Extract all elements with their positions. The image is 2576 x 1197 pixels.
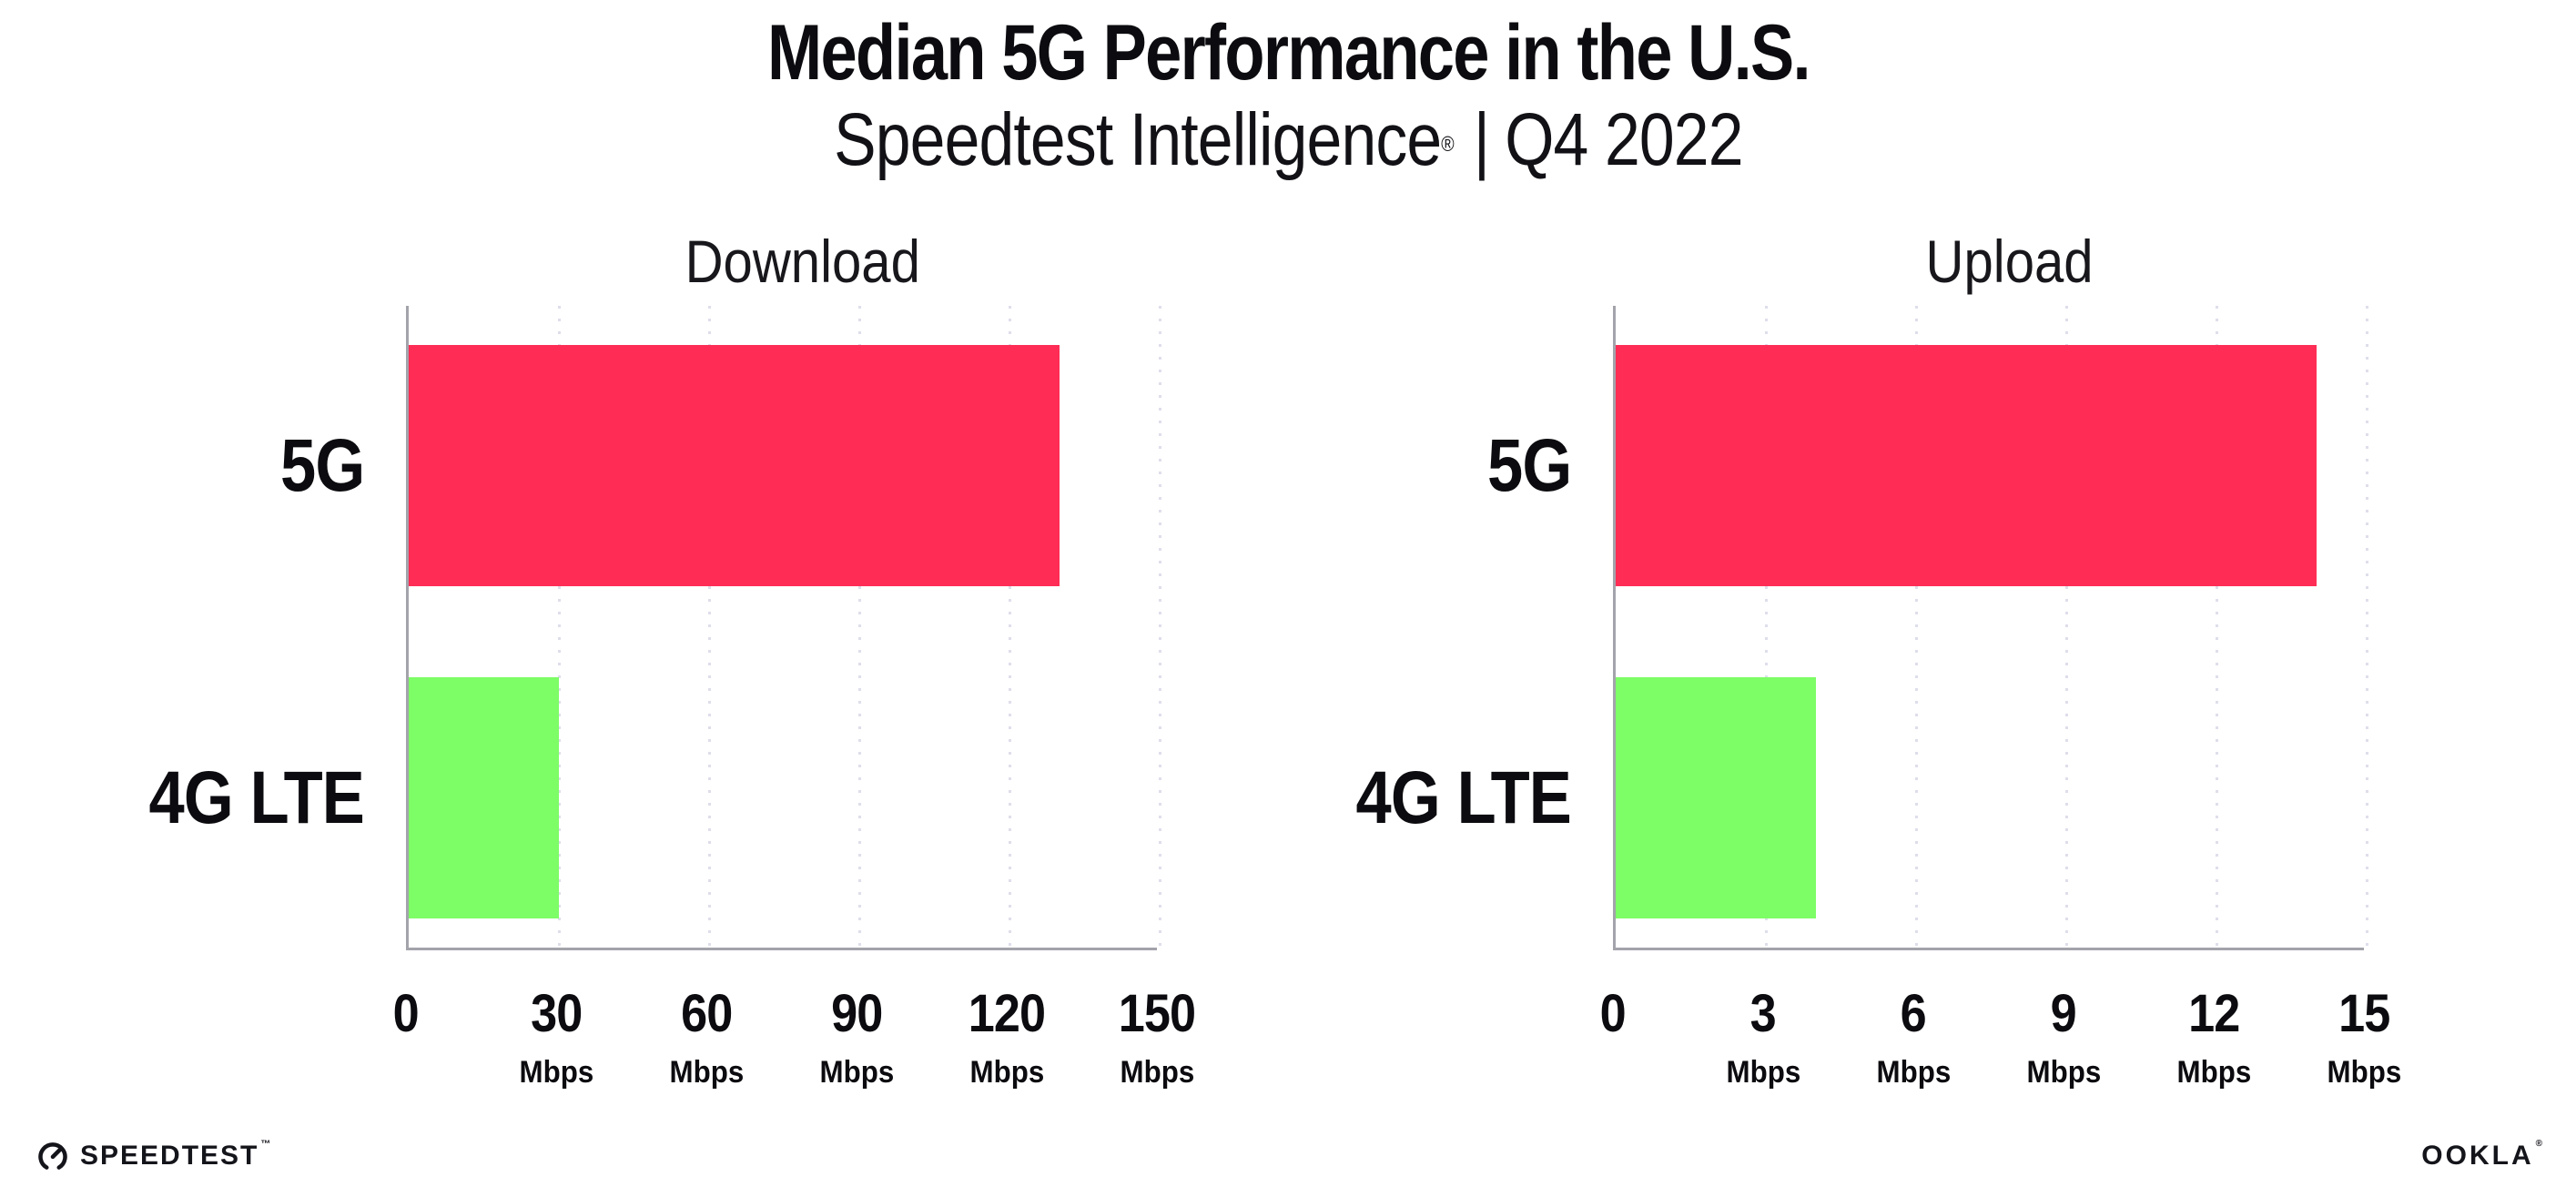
tick-value: 15 xyxy=(2338,984,2390,1043)
subtitle-separator: | xyxy=(1473,98,1490,181)
download-tick-90: 90 Mbps xyxy=(775,986,938,1090)
gridline-9-mbps xyxy=(2064,306,2068,948)
gridline-6-mbps xyxy=(1914,306,1918,948)
download-tick-60: 60 Mbps xyxy=(624,986,788,1090)
tick-value: 0 xyxy=(392,984,420,1043)
ookla-registered-mark: ® xyxy=(2535,1139,2545,1149)
tick-unit: Mbps xyxy=(669,1055,744,1090)
tick-unit: Mbps xyxy=(2026,1055,2101,1090)
tick-value: 0 xyxy=(1599,984,1627,1043)
download-category-label-4g-lte: 4G LTE xyxy=(148,756,365,839)
upload-tick-9: 9 Mbps xyxy=(1982,986,2145,1090)
ookla-wordmark: OOKLA xyxy=(2421,1141,2534,1171)
upload-bar-4g-lte xyxy=(1616,677,1816,918)
footer: SPEEDTEST ™ OOKLA ® xyxy=(36,1135,2545,1177)
panel-title-text: Upload xyxy=(1925,228,2094,295)
tick-unit: Mbps xyxy=(819,1055,894,1090)
gridline-120-mbps xyxy=(1008,306,1011,948)
upload-category-label-4g-lte: 4G LTE xyxy=(1355,756,1572,839)
panel-title-text: Download xyxy=(685,228,920,295)
tick-value: 150 xyxy=(1118,984,1196,1043)
tick-unit: Mbps xyxy=(1726,1055,1800,1090)
tick-unit: Mbps xyxy=(519,1055,593,1090)
gridline-15-mbps xyxy=(2365,306,2368,948)
tick-unit: Mbps xyxy=(2176,1055,2251,1090)
download-tick-30: 30 Mbps xyxy=(474,986,638,1090)
download-tick-150: 150 Mbps xyxy=(1075,986,1239,1090)
subtitle-brand: Speedtest Intelligence xyxy=(833,98,1442,181)
gridline-12-mbps xyxy=(2215,306,2218,948)
registered-mark: ® xyxy=(1440,132,1454,156)
download-category-label-5g: 5G xyxy=(279,423,365,507)
tick-value: 30 xyxy=(530,984,583,1043)
chart-title-text: Median 5G Performance in the U.S. xyxy=(766,9,1811,96)
download-tick-120: 120 Mbps xyxy=(925,986,1089,1090)
tick-value: 90 xyxy=(830,984,883,1043)
gridline-150-mbps xyxy=(1158,306,1161,948)
speedtest-gauge-icon xyxy=(38,1142,67,1170)
chart-subtitle: Speedtest Intelligence® | Q4 2022 xyxy=(0,96,2576,184)
speedtest-logo: SPEEDTEST ™ xyxy=(36,1139,273,1172)
upload-tick-12: 12 Mbps xyxy=(2132,986,2296,1090)
download-plot-area xyxy=(406,306,1161,950)
tick-unit: Mbps xyxy=(1876,1055,1951,1090)
upload-plot-area xyxy=(1613,306,2368,950)
upload-tick-6: 6 Mbps xyxy=(1831,986,1995,1090)
download-bar-4g-lte xyxy=(409,677,559,918)
gridline-30-mbps xyxy=(557,306,561,948)
tick-value: 9 xyxy=(2050,984,2077,1043)
download-tick-0: 0 xyxy=(324,986,488,1042)
tick-value: 6 xyxy=(1900,984,1927,1043)
tick-unit: Mbps xyxy=(1120,1055,1194,1090)
tick-value: 120 xyxy=(968,984,1046,1043)
download-panel-title: Download xyxy=(406,227,1199,296)
trademark-mark: ™ xyxy=(260,1139,273,1150)
tick-value: 60 xyxy=(680,984,733,1043)
upload-tick-3: 3 Mbps xyxy=(1681,986,1845,1090)
subtitle-period: Q4 2022 xyxy=(1504,98,1743,181)
download-bar-5g xyxy=(409,345,1060,586)
chart-title: Median 5G Performance in the U.S. xyxy=(0,7,2576,98)
gridline-90-mbps xyxy=(857,306,861,948)
upload-bar-5g xyxy=(1616,345,2317,586)
upload-panel-title: Upload xyxy=(1613,227,2406,296)
speedtest-wordmark: SPEEDTEST ™ xyxy=(80,1139,273,1171)
tick-unit: Mbps xyxy=(969,1055,1044,1090)
tick-value: 12 xyxy=(2187,984,2240,1043)
ookla-logo: OOKLA ® xyxy=(2421,1139,2545,1172)
upload-tick-0: 0 xyxy=(1531,986,1695,1042)
upload-tick-15: 15 Mbps xyxy=(2282,986,2446,1090)
tick-value: 3 xyxy=(1749,984,1777,1043)
upload-category-label-5g: 5G xyxy=(1486,423,1572,507)
tick-unit: Mbps xyxy=(2327,1055,2401,1090)
gridline-60-mbps xyxy=(707,306,711,948)
gridline-3-mbps xyxy=(1764,306,1768,948)
